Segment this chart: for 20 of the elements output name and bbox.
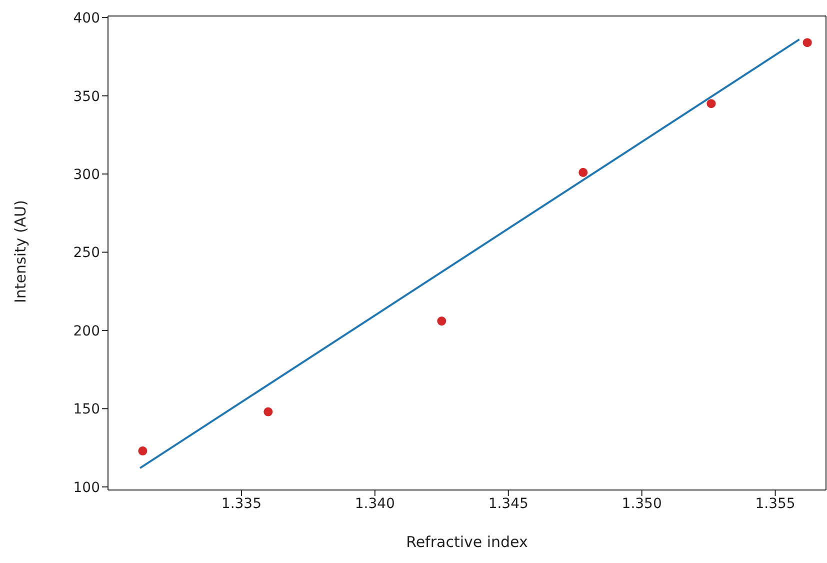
y-tick-label: 150	[73, 402, 100, 418]
x-tick-label: 1.340	[354, 496, 395, 512]
point	[578, 168, 588, 177]
x-tick-label: 1.345	[488, 496, 528, 512]
x-tick-label: 1.355	[755, 496, 796, 512]
point	[264, 407, 273, 416]
point	[138, 446, 148, 456]
point	[437, 316, 446, 326]
x-tick-label: 1.350	[622, 496, 662, 512]
point	[706, 99, 716, 108]
y-tick-label: 350	[73, 88, 100, 105]
x-tick-label: 1.335	[221, 496, 262, 512]
y-axis-title: Intensity (AU)	[11, 200, 30, 303]
y-tick-label: 300	[73, 166, 100, 183]
x-axis-title: Refractive index	[406, 533, 528, 551]
y-tick-label: 250	[73, 245, 100, 262]
y-tick-label: 100	[73, 480, 100, 496]
y-tick-label: 200	[73, 323, 100, 340]
point	[802, 38, 812, 48]
y-tick-label: 400	[73, 10, 100, 27]
